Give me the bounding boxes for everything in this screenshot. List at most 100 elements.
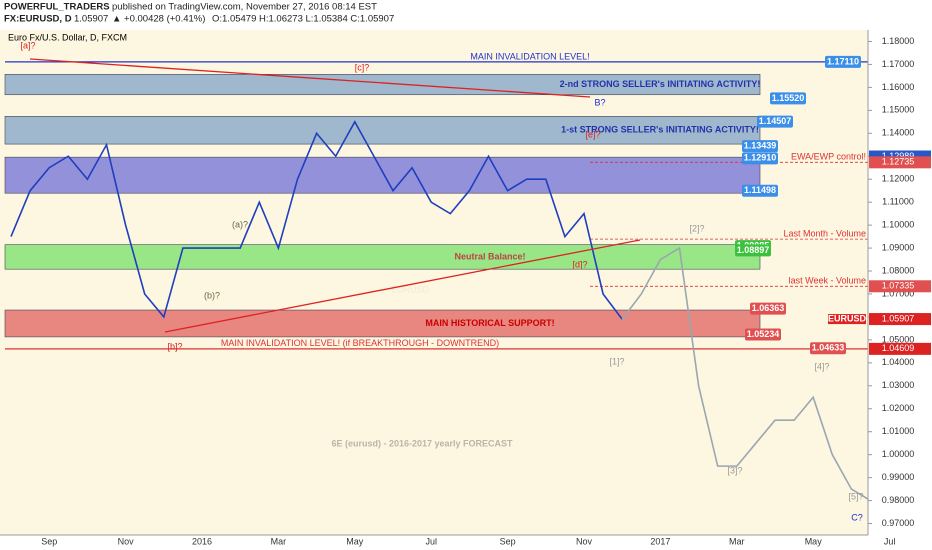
x-tick-label: 2016 bbox=[192, 536, 212, 546]
wave-label: (a)? bbox=[232, 219, 248, 229]
wave-label: [d]? bbox=[572, 259, 587, 269]
callout bbox=[742, 140, 778, 153]
callout-label: 1.04633 bbox=[812, 343, 845, 353]
y-tick-label: 1.07000 bbox=[882, 288, 915, 298]
level-label: EWA/EWP control! bbox=[791, 152, 866, 162]
x-tick-label: Mar bbox=[729, 536, 745, 546]
x-tick-label: May bbox=[346, 536, 364, 546]
x-tick-label: Nov bbox=[118, 536, 135, 546]
wave-label: [e]? bbox=[585, 129, 600, 139]
y-tick-label: 1.10000 bbox=[882, 219, 915, 229]
instrument: Euro Fx/U.S. Dollar, D, FXCM bbox=[8, 32, 127, 42]
price-tag-label: 1.05907 bbox=[882, 313, 915, 323]
x-tick-label: Jul bbox=[425, 536, 437, 546]
y-tick-label: 0.98000 bbox=[882, 495, 915, 505]
callout-label: 1.06363 bbox=[752, 303, 785, 313]
price-tag-label: 1.07335 bbox=[882, 281, 915, 291]
zone-label: MAIN HISTORICAL SUPPORT! bbox=[425, 318, 554, 328]
x-tick-label: Sep bbox=[500, 536, 516, 546]
wave-label: [b]? bbox=[167, 341, 182, 351]
y-tick-label: 1.01000 bbox=[882, 426, 915, 436]
callout bbox=[825, 55, 861, 68]
price-tag bbox=[869, 313, 931, 326]
zone bbox=[4, 74, 761, 96]
trend-line bbox=[29, 58, 591, 98]
callout-label: 1.12910 bbox=[744, 153, 777, 163]
ohlc: O:1.05479 H:1.06273 L:1.05384 C:1.05907 bbox=[212, 14, 394, 25]
x-tick-label: 2017 bbox=[650, 536, 670, 546]
y-tick-label: 1.09000 bbox=[882, 242, 915, 252]
y-tick-label: 1.03000 bbox=[882, 380, 915, 390]
callout bbox=[770, 92, 806, 105]
callout-label: 1.14507 bbox=[759, 116, 792, 126]
callout bbox=[757, 115, 793, 128]
y-tick-label: 0.97000 bbox=[882, 518, 915, 528]
level-label: Last Month - Volume bbox=[783, 228, 866, 238]
zone-label: 1-st STRONG SELLER's INITIATING ACTIVITY… bbox=[561, 125, 759, 135]
watermark: EURUSD bbox=[391, 284, 430, 294]
callout-label: 1.05234 bbox=[747, 329, 780, 339]
price-tag bbox=[869, 156, 931, 169]
wave-label: [1]? bbox=[609, 356, 624, 366]
x-tick-label: Sep bbox=[41, 536, 57, 546]
callout-label: 1.08897 bbox=[737, 245, 770, 255]
wave-label: [5]? bbox=[848, 491, 863, 501]
y-tick-label: 1.17000 bbox=[882, 59, 915, 69]
x-tick-label: Jul bbox=[884, 536, 896, 546]
y-tick-label: 1.00000 bbox=[882, 449, 915, 459]
y-tick-label: 1.18000 bbox=[882, 36, 915, 46]
wave-label: [4]? bbox=[814, 361, 829, 371]
forecast-line bbox=[621, 246, 871, 502]
callout-label: 1.15520 bbox=[772, 93, 805, 103]
x-tick-label: May bbox=[805, 536, 823, 546]
callout bbox=[750, 302, 786, 315]
wave-label: [3]? bbox=[727, 465, 742, 475]
zone-label: Neutral Balance! bbox=[454, 251, 525, 261]
price-tag bbox=[869, 342, 931, 355]
zone bbox=[4, 156, 761, 194]
trend-line bbox=[164, 239, 641, 333]
price-tag-label: 1.12735 bbox=[882, 157, 915, 167]
symbol: FX:EURUSD, D bbox=[4, 14, 72, 25]
published: published on TradingView.com, November 2… bbox=[112, 2, 377, 13]
level-label: MAIN INVALIDATION LEVEL! bbox=[470, 51, 589, 61]
price-tag bbox=[869, 280, 931, 293]
last-price: 1.05907 bbox=[74, 14, 108, 25]
change: ▲ +0.00428 (+0.41%) bbox=[112, 14, 205, 25]
callout-label: 1.17110 bbox=[827, 56, 859, 66]
y-tick-label: 0.99000 bbox=[882, 472, 915, 482]
y-tick-label: 1.12000 bbox=[882, 174, 915, 184]
callout bbox=[742, 184, 778, 197]
wave-label: [c]? bbox=[355, 62, 370, 72]
wave-label: [a]? bbox=[20, 40, 35, 50]
wave-label: B? bbox=[594, 97, 605, 107]
wave-label: (b)? bbox=[204, 290, 220, 300]
y-tick-label: 1.15000 bbox=[882, 105, 915, 115]
wave-label: C? bbox=[851, 512, 863, 522]
y-tick-label: 1.04000 bbox=[882, 357, 915, 367]
symbol-tag bbox=[828, 314, 866, 325]
price-line bbox=[10, 120, 623, 320]
y-tick-label: 1.16000 bbox=[882, 82, 915, 92]
callout bbox=[810, 342, 846, 355]
y-tick-label: 1.14000 bbox=[882, 128, 915, 138]
y-tick-label: 1.02000 bbox=[882, 403, 915, 413]
price-tag-label: 1.04609 bbox=[882, 343, 915, 353]
callout-label: 1.13439 bbox=[744, 141, 777, 151]
x-tick-label: Nov bbox=[576, 536, 593, 546]
zone bbox=[4, 244, 761, 270]
wave-label: [2]? bbox=[689, 223, 704, 233]
author: POWERFUL_TRADERS bbox=[4, 2, 110, 13]
chart-title: 6E (eurusd) - 2016-2017 yearly FORECAST bbox=[331, 438, 513, 448]
y-tick-label: 1.11000 bbox=[882, 197, 914, 207]
y-tick-label: 1.05000 bbox=[882, 334, 915, 344]
zone bbox=[4, 116, 761, 145]
x-tick-label: Mar bbox=[271, 536, 287, 546]
level-label: MAIN INVALIDATION LEVEL! (if BREAKTHROUG… bbox=[221, 338, 499, 348]
y-tick-label: 1.08000 bbox=[882, 265, 915, 275]
callout bbox=[735, 244, 771, 257]
zone bbox=[4, 309, 761, 338]
plot-background bbox=[0, 30, 868, 535]
